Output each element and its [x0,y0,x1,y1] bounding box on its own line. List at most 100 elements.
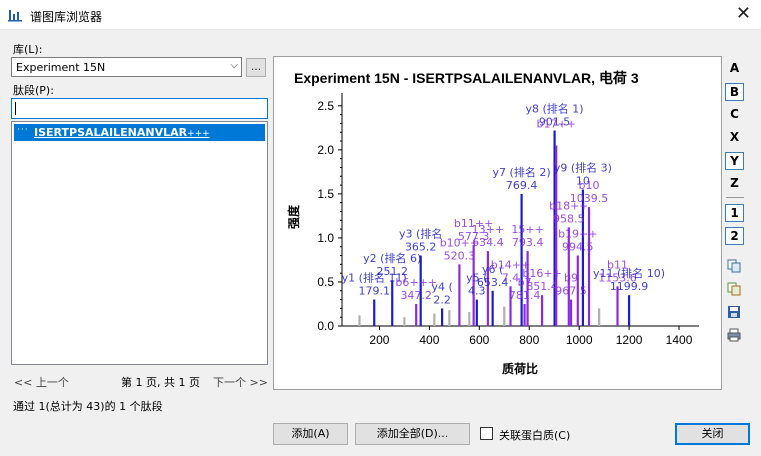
peak-ion-label: b9 [564,272,578,285]
window-title: 谱图库浏览器 [30,10,103,24]
peak-mz-label: 251.2 [376,265,408,278]
peak-mz-label: 2.2 [433,293,451,306]
peak-mz-label: 7.4 [502,271,520,284]
peptide-sequence: ISERTPSALAILENANVLAR+++ [34,126,210,139]
x-tick-label: 800 [519,333,539,347]
next-link[interactable]: 下一个 >> [213,376,268,389]
x-tick-label: 1200 [616,333,643,347]
copy-icon[interactable] [727,259,741,273]
peak-ion-label: b11++ [454,217,493,230]
peak-ion-label: b6+++ [395,276,437,289]
peak-mz-label: 958.5 [553,212,585,225]
peak-mz-label: 653.4 [477,276,509,289]
peak-ion-label: y7 (排名 2) [493,165,551,179]
peak-ion-label: b18++ [549,199,588,212]
library-combo-value: Experiment 15N [16,61,106,74]
chart-axes: 0.0 0.5 1.0 1.5 2.0 2.5 200 400 600 800 1000 1200 14… [317,93,699,347]
ion-c-toggle[interactable]: C [730,107,739,121]
prev-link[interactable]: << 上一个 [14,376,69,389]
chart-peak-labels: y1 (排名 11)179.1y2 (排名 6)251.2b6+++347.2y… [342,101,665,306]
x-tick-label: 200 [369,333,389,347]
peak-ion-label: b7 [518,276,532,289]
peak-mz-label: 179.1 [358,285,390,298]
peak-mz-label: 851.4 [526,280,558,293]
peak-mz-label: 967.5 [555,285,587,298]
peak-ion-label: y11 (排名 10) [593,266,665,280]
peak-mz-label: 781.4 [509,289,540,302]
chevron-down-icon: ⌵ [230,60,238,71]
peak-ion-label: y6 ( [482,263,503,276]
peak-mz-label: 1199.9 [610,280,649,293]
chart-peaks [358,130,631,326]
peak-ion-label: b19++ [558,228,597,241]
y-tick-label: 0.0 [317,319,334,333]
add-all-button[interactable]: 添加全部(D)... [355,423,470,445]
associate-proteins-label[interactable]: 关联蛋白质(C) [499,429,571,442]
peptide-label: 肽段(P): [13,84,54,97]
spectrum-chart: Experiment 15N - ISERTPSALAILENANVLAR, 电… [286,70,699,376]
library-combo[interactable]: Experiment 15N ⌵ [11,57,242,77]
peak-mz-label: 347.2 [400,289,432,302]
close-button[interactable]: 关闭 [675,423,750,445]
peak-mz-label: 634.4 [472,236,504,249]
ion-x-toggle[interactable]: X [729,130,740,144]
y-tick-label: 1.5 [317,187,334,201]
peak-mz-label: 577.3 [458,230,490,243]
peak-ion-label: b10 [579,179,600,192]
peak-mz-label: 520.3 [444,249,476,262]
peak-mz-label: 793.4 [512,236,544,249]
ion-y-toggle[interactable]: Y [725,152,744,170]
x-tick-label: 1000 [566,333,593,347]
chart-y-axis-label: 强度 [286,204,301,229]
ion-z-toggle[interactable]: Z [730,176,739,190]
peak-mz-label: 1153.6 [598,271,637,284]
y-tick-label: 0.5 [317,275,334,289]
text-caret [15,102,16,115]
peak-ion-label: 13++ [472,223,504,236]
peak-ion-label: b10++ [440,236,479,249]
ion-toolbar: A B C X Y Z 1 2 [723,58,747,358]
peak-mz-label: 1039.5 [570,192,609,205]
chart-x-axis-label: 质荷比 [502,361,538,376]
ion-b-toggle[interactable]: B [725,83,744,101]
associate-proteins-checkbox[interactable] [480,427,493,440]
peak-mz-label: 10 [576,174,590,187]
save-icon[interactable] [727,305,741,319]
close-window-button[interactable]: ✕ [735,3,751,24]
peak-ion-label: 15++ [511,223,543,236]
peak-ion-label: y2 (排名 6) [363,251,421,265]
spectrum-plot-pane[interactable]: Experiment 15N - ISERTPSALAILENANVLAR, 电… [273,56,722,390]
chart-title: Experiment 15N - ISERTPSALAILENANVLAR, 电… [294,70,639,86]
focus-dots: ··· [17,125,29,135]
status-text: 通过 1(总计为 43)的 1 个肽段 [13,400,163,413]
page-info: 第 1 页, 共 1 页 [121,376,200,389]
y-tick-label: 1.0 [317,231,334,245]
peak-ion-label: y9 (排名 3) [554,160,612,174]
peptide-filter-input[interactable] [11,98,268,119]
x-tick-label: 600 [469,333,489,347]
peptide-list[interactable]: ··· ISERTPSALAILENANVLAR+++ [11,121,268,365]
ion-a-toggle[interactable]: A [729,61,740,75]
peak-mz-label: 365.2 [405,241,437,254]
title-bar: 谱图库浏览器 ✕ [0,0,761,30]
peak-ion-label: y4 ( [431,280,452,293]
y-tick-label: 2.0 [317,143,334,157]
peak-ion-label: y3 (排名 [399,227,442,241]
copy-data-icon[interactable] [727,282,741,296]
print-icon[interactable] [727,328,741,342]
peak-ion-label: b17++ [536,117,575,130]
peak-ion-label: y1 (排名 11) [342,271,407,285]
charge-2-toggle[interactable]: 2 [725,227,744,245]
peak-mz-label: 901.5 [539,115,571,128]
peak-mz-label: 769.4 [506,179,538,192]
toolbar-separator [726,197,744,198]
peptide-list-item[interactable]: ··· ISERTPSALAILENANVLAR+++ [14,124,265,141]
x-tick-label: 1400 [666,333,693,347]
peak-ion-label: b16++ [522,267,561,280]
peak-mz-label: 994.5 [562,241,594,254]
browse-library-button[interactable]: ... [246,58,266,77]
peak-ion-label: b11 [607,258,628,271]
add-button[interactable]: 添加(A) [273,423,348,445]
charge-1-toggle[interactable]: 1 [725,204,744,222]
peptide-charge: +++ [187,129,210,139]
